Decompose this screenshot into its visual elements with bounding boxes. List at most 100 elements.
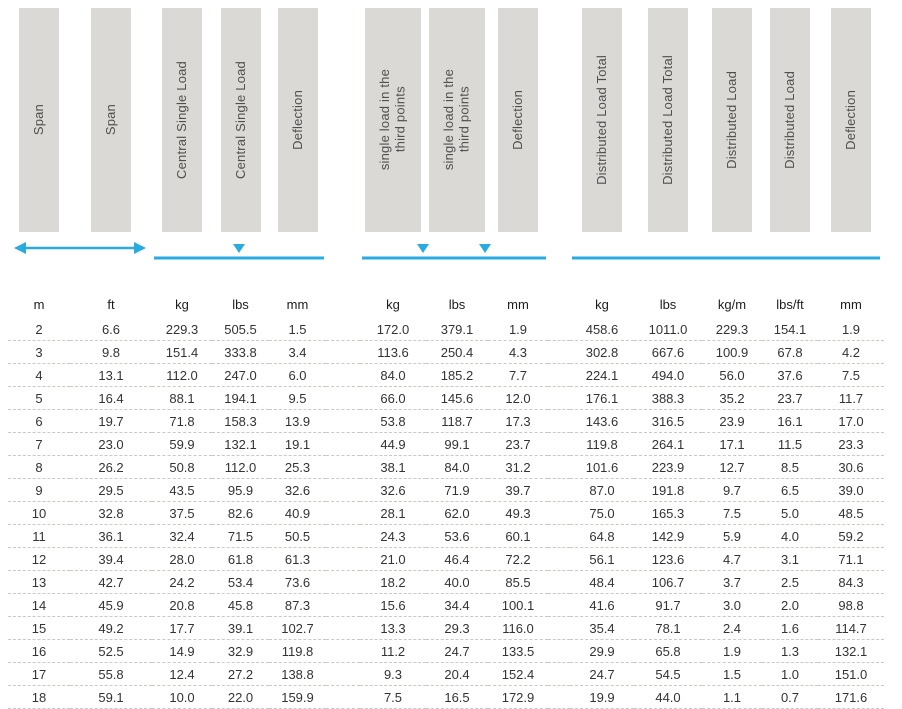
table-cell: 4.0 xyxy=(762,524,818,548)
table-cell: 12 xyxy=(8,547,70,571)
table-cell: 123.6 xyxy=(634,547,702,571)
table-cell: 13 xyxy=(8,570,70,594)
table-cell: 56.0 xyxy=(702,363,762,387)
table-cell: 9.8 xyxy=(70,340,152,364)
table-cell: 17.0 xyxy=(818,409,884,433)
table-cell: 85.5 xyxy=(488,570,548,594)
table-cell: 64.8 xyxy=(570,524,634,548)
table-cell: 116.0 xyxy=(488,616,548,640)
table-cell: 14 xyxy=(8,593,70,617)
column-gap xyxy=(548,8,570,234)
table-cell: 18.2 xyxy=(360,570,426,594)
table-cell: 54.5 xyxy=(634,662,702,686)
table-cell: 42.7 xyxy=(70,570,152,594)
table-cell: 247.0 xyxy=(212,363,269,387)
table-cell: 119.8 xyxy=(570,432,634,456)
table-cell: 26.2 xyxy=(70,455,152,479)
table-row: 5 16.4 88.1 194.1 9.5 66.0 145.6 12.0 176.1 388.3… xyxy=(8,386,884,410)
column-header-span-m: Span xyxy=(8,8,70,234)
table-cell: 3.1 xyxy=(762,547,818,571)
table-cell: 114.7 xyxy=(818,616,884,640)
table-cell: 19.1 xyxy=(269,432,326,456)
unit-label: ft xyxy=(107,297,115,312)
column-gap xyxy=(548,685,570,709)
table-cell: 39.4 xyxy=(70,547,152,571)
table-cell: 16 xyxy=(8,639,70,663)
table-row: 9 29.5 43.5 95.9 32.6 32.6 71.9 39.7 87.0 191.8 9.… xyxy=(8,478,884,502)
table-cell: 35.4 xyxy=(570,616,634,640)
table-cell: 3 xyxy=(8,340,70,364)
table-row: 10 32.8 37.5 82.6 40.9 28.1 62.0 49.3 75.0 165.3 7… xyxy=(8,501,884,525)
column-header-distributed-load-total-lbs: Distributed Load Total xyxy=(634,8,702,234)
table-cell: 1.9 xyxy=(488,318,548,341)
column-gap xyxy=(326,524,360,548)
column-header-label: Distributed Load Total xyxy=(594,55,610,185)
table-row: 15 49.2 17.7 39.1 102.7 13.3 29.3 116.0 35.4 78.1… xyxy=(8,616,884,640)
table-cell: 60.1 xyxy=(488,524,548,548)
column-header-label: Span xyxy=(31,104,47,136)
table-cell: 151.4 xyxy=(152,340,212,364)
table-cell: 34.4 xyxy=(426,593,488,617)
table-cell: 32.8 xyxy=(70,501,152,525)
table-cell: 133.5 xyxy=(488,639,548,663)
table-cell: 29.5 xyxy=(70,478,152,502)
column-gap xyxy=(326,234,360,272)
column-header-central-single-load-kg: Central Single Load xyxy=(152,8,212,234)
table-cell: 1.1 xyxy=(702,685,762,709)
column-header-label: single load in the third points xyxy=(441,69,472,171)
third-point-loads-icon xyxy=(362,244,546,260)
table-cell: 5.9 xyxy=(702,524,762,548)
table-cell: 10 xyxy=(8,501,70,525)
column-gap xyxy=(548,570,570,594)
table-cell: 15.6 xyxy=(360,593,426,617)
table-cell: 53.8 xyxy=(360,409,426,433)
table-cell: 13.3 xyxy=(360,616,426,640)
table-cell: 12.4 xyxy=(152,662,212,686)
central-point-load-icon xyxy=(154,244,324,260)
table-cell: 224.1 xyxy=(570,363,634,387)
column-gap xyxy=(548,234,570,272)
table-cell: 388.3 xyxy=(634,386,702,410)
table-cell: 23.9 xyxy=(702,409,762,433)
span-arrow-icon xyxy=(14,242,146,254)
table-cell: 172.9 xyxy=(488,685,548,709)
table-cell: 39.0 xyxy=(818,478,884,502)
central-load-diagram-cell xyxy=(152,234,326,272)
table-cell: 2.5 xyxy=(762,570,818,594)
column-gap xyxy=(326,432,360,456)
table-cell: 84.0 xyxy=(426,455,488,479)
table-cell: 25.3 xyxy=(269,455,326,479)
column-header-label: Distributed Load xyxy=(724,71,740,169)
table-row: 8 26.2 50.8 112.0 25.3 38.1 84.0 31.2 101.6 223.9… xyxy=(8,455,884,479)
table-cell: 145.6 xyxy=(426,386,488,410)
column-gap xyxy=(326,547,360,571)
column-gap xyxy=(326,593,360,617)
column-header-label: Distributed Load xyxy=(782,71,798,169)
table-cell: 7.7 xyxy=(488,363,548,387)
table-cell: 71.8 xyxy=(152,409,212,433)
table-cell: 28.1 xyxy=(360,501,426,525)
table-cell: 223.9 xyxy=(634,455,702,479)
table-cell: 143.6 xyxy=(570,409,634,433)
table-cell: 8.5 xyxy=(762,455,818,479)
table-cell: 229.3 xyxy=(702,318,762,341)
table-cell: 3.4 xyxy=(269,340,326,364)
table-cell: 17.3 xyxy=(488,409,548,433)
table-cell: 9.7 xyxy=(702,478,762,502)
table-cell: 113.6 xyxy=(360,340,426,364)
table-cell: 56.1 xyxy=(570,547,634,571)
load-capacity-table: Span Span Central Single Load Central Si… xyxy=(8,8,884,709)
table-cell: 5.0 xyxy=(762,501,818,525)
table-cell: 112.0 xyxy=(212,455,269,479)
table-cell: 458.6 xyxy=(570,318,634,341)
table-row: 17 55.8 12.4 27.2 138.8 9.3 20.4 152.4 24.7 54.5 1… xyxy=(8,662,884,686)
table-cell: 132.1 xyxy=(212,432,269,456)
column-header-central-single-load-lbs: Central Single Load xyxy=(212,8,269,234)
table-cell: 35.2 xyxy=(702,386,762,410)
table-cell: 7.5 xyxy=(818,363,884,387)
table-cell: 99.1 xyxy=(426,432,488,456)
table-cell: 66.0 xyxy=(360,386,426,410)
table-cell: 71.5 xyxy=(212,524,269,548)
table-cell: 23.3 xyxy=(818,432,884,456)
table-cell: 23.7 xyxy=(488,432,548,456)
